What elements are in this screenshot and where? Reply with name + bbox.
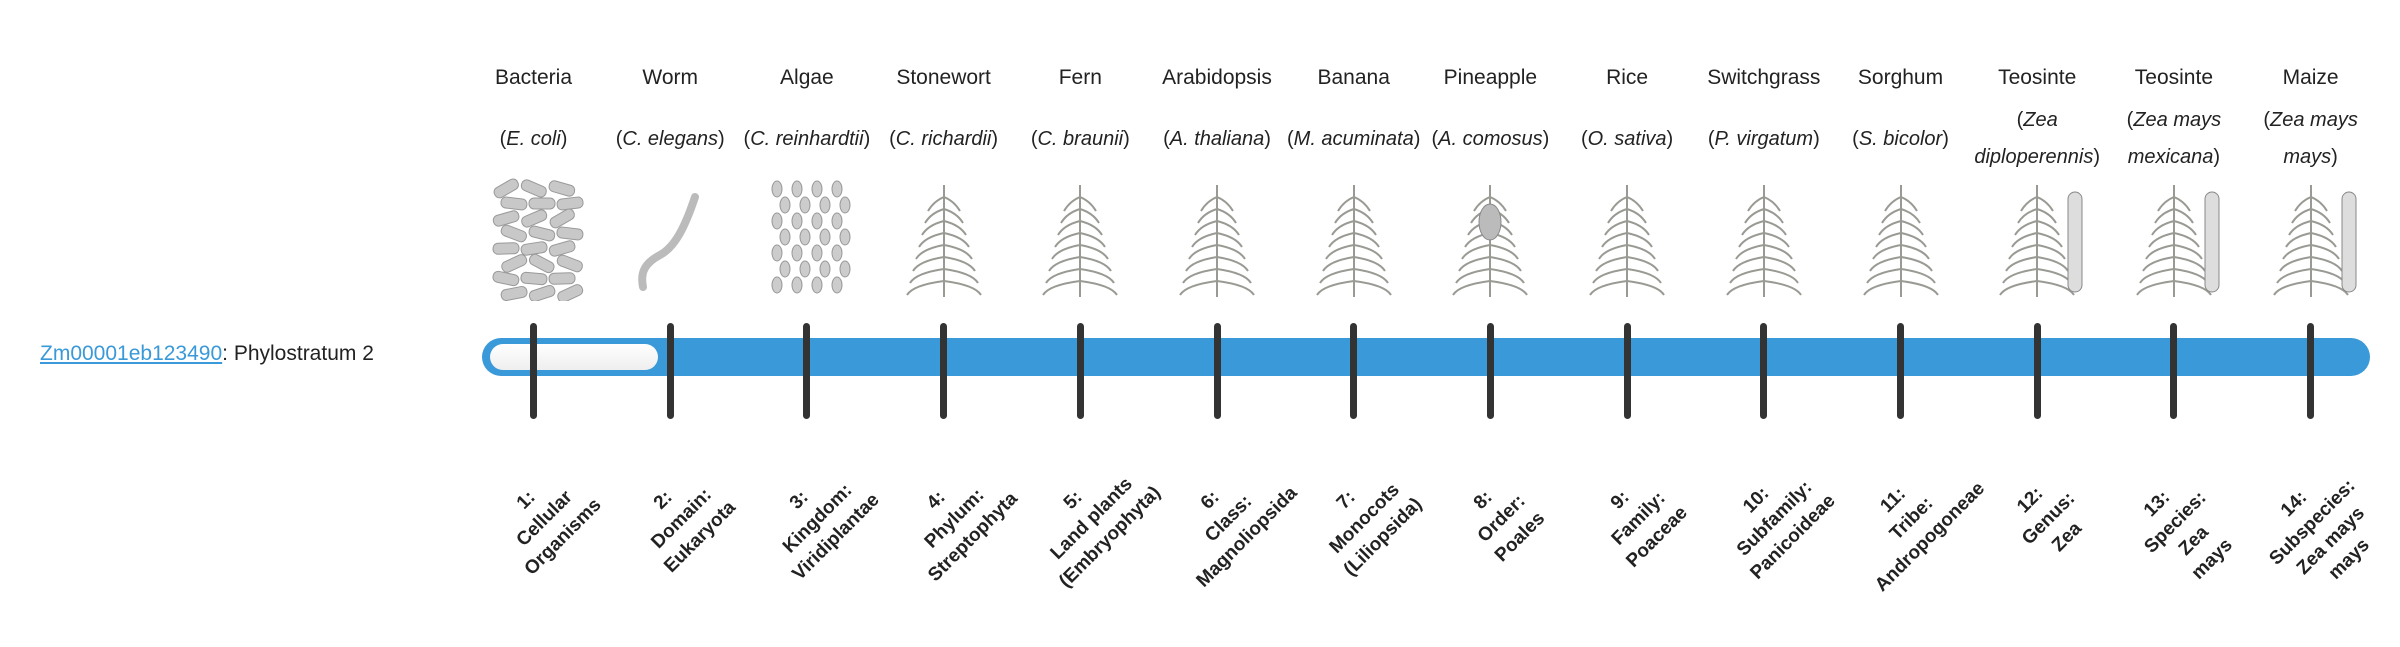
maize-illustration [2242,177,2379,301]
scientific-name-text: Zea diploperennis [1969,102,2106,176]
organism-common-name: Arabidopsis [1162,66,1272,89]
stonewort-illustration [875,177,1012,301]
organism-scientific-name: O. sativa [1559,102,1696,176]
stratum-tick [803,323,811,419]
scientific-name-text: Zea mays mays [2242,102,2379,176]
stratum-tick [530,323,537,419]
stratum-tick [1350,323,1358,419]
organism-common-name: Teosinte [2134,66,2213,89]
banana-illustration [1285,177,1422,301]
switchgrass-illustration [1695,177,1832,301]
phylostratum-bar [482,338,2370,376]
organism-common-name: Pineapple [1443,66,1538,89]
scientific-name-text: C. richardii [889,121,998,158]
organism-scientific-name: A. comosus [1422,102,1559,176]
phylostratum-text: : Phylostratum 2 [222,342,374,365]
stratum-tick [1760,323,1768,419]
organism-common-name: Sorghum [1857,66,1944,89]
scientific-name-text: E. coli [500,121,568,158]
stratum-tick [2033,323,2041,419]
scientific-name-text: C. elegans [616,121,725,158]
organism-scientific-name: Zea mays mays [2242,102,2379,176]
pineapple-illustration [1422,177,1559,301]
stratum-tick [1486,323,1494,419]
algae-illustration [738,177,875,301]
fern-illustration [1012,177,1149,301]
stratum-tick [1897,323,1904,419]
scientific-name-text: A. comosus [1431,121,1549,158]
scientific-name-text: C. reinhardtii [744,121,871,158]
organism-scientific-name: Zea diploperennis [1969,102,2106,176]
organism-common-name: Fern [1058,66,1102,89]
stratum-tick [940,323,948,419]
organism-scientific-name: P. virgatum [1695,102,1832,176]
stratum-tick [1623,323,1631,419]
stratum-tick [2170,323,2178,419]
bacteria-illustration [465,177,602,303]
scientific-name-text: P. virgatum [1708,121,1820,158]
organism-scientific-name: C. reinhardtii [738,102,875,176]
scientific-name-text: S. bicolor [1852,121,1949,158]
gene-phylostratum-label: Zm00001eb123490: Phylostratum 2 [40,342,374,366]
organism-scientific-name: C. richardii [875,102,1012,176]
organism-common-name: Worm [642,66,698,89]
teosinte-illustration [1969,177,2106,301]
organism-common-name: Maize [2282,66,2339,89]
organism-scientific-name: Zea mays mexicana [2105,102,2242,176]
stratum-tick [666,323,674,419]
scientific-name-text: M. acuminata [1287,121,1420,158]
organism-common-name: Teosinte [1998,66,2077,89]
organism-scientific-name: M. acuminata [1285,102,1422,176]
organism-common-name: Bacteria [494,66,573,89]
scientific-name-text: Zea mays mexicana [2105,102,2242,176]
organism-scientific-name: C. braunii [1012,102,1149,176]
organism-scientific-name: E. coli [465,102,602,176]
arabidopsis-illustration [1149,177,1286,301]
organism-common-name: Rice [1606,66,1649,89]
stratum-tick [1076,323,1084,419]
gene-id-link[interactable]: Zm00001eb123490 [40,342,223,365]
organism-scientific-name: C. elegans [602,102,739,176]
stratum-tick [2307,323,2315,419]
scientific-name-text: O. sativa [1581,121,1673,158]
phylostratum-bar-empty [490,344,658,370]
sorghum-illustration [1832,177,1969,301]
scientific-name-text: A. thaliana [1163,121,1271,158]
organism-scientific-name: S. bicolor [1832,102,1969,176]
stratum-tick [1213,323,1221,419]
rice-illustration [1559,177,1696,301]
organism-common-name: Algae [780,66,834,89]
worm-illustration [602,177,739,301]
organism-common-name: Stonewort [896,66,991,89]
teosinte-illustration [2105,177,2242,301]
organism-scientific-name: A. thaliana [1149,102,1286,176]
organism-common-name: Switchgrass [1707,66,1821,89]
scientific-name-text: C. braunii [1031,121,1130,158]
organism-common-name: Banana [1317,66,1390,89]
